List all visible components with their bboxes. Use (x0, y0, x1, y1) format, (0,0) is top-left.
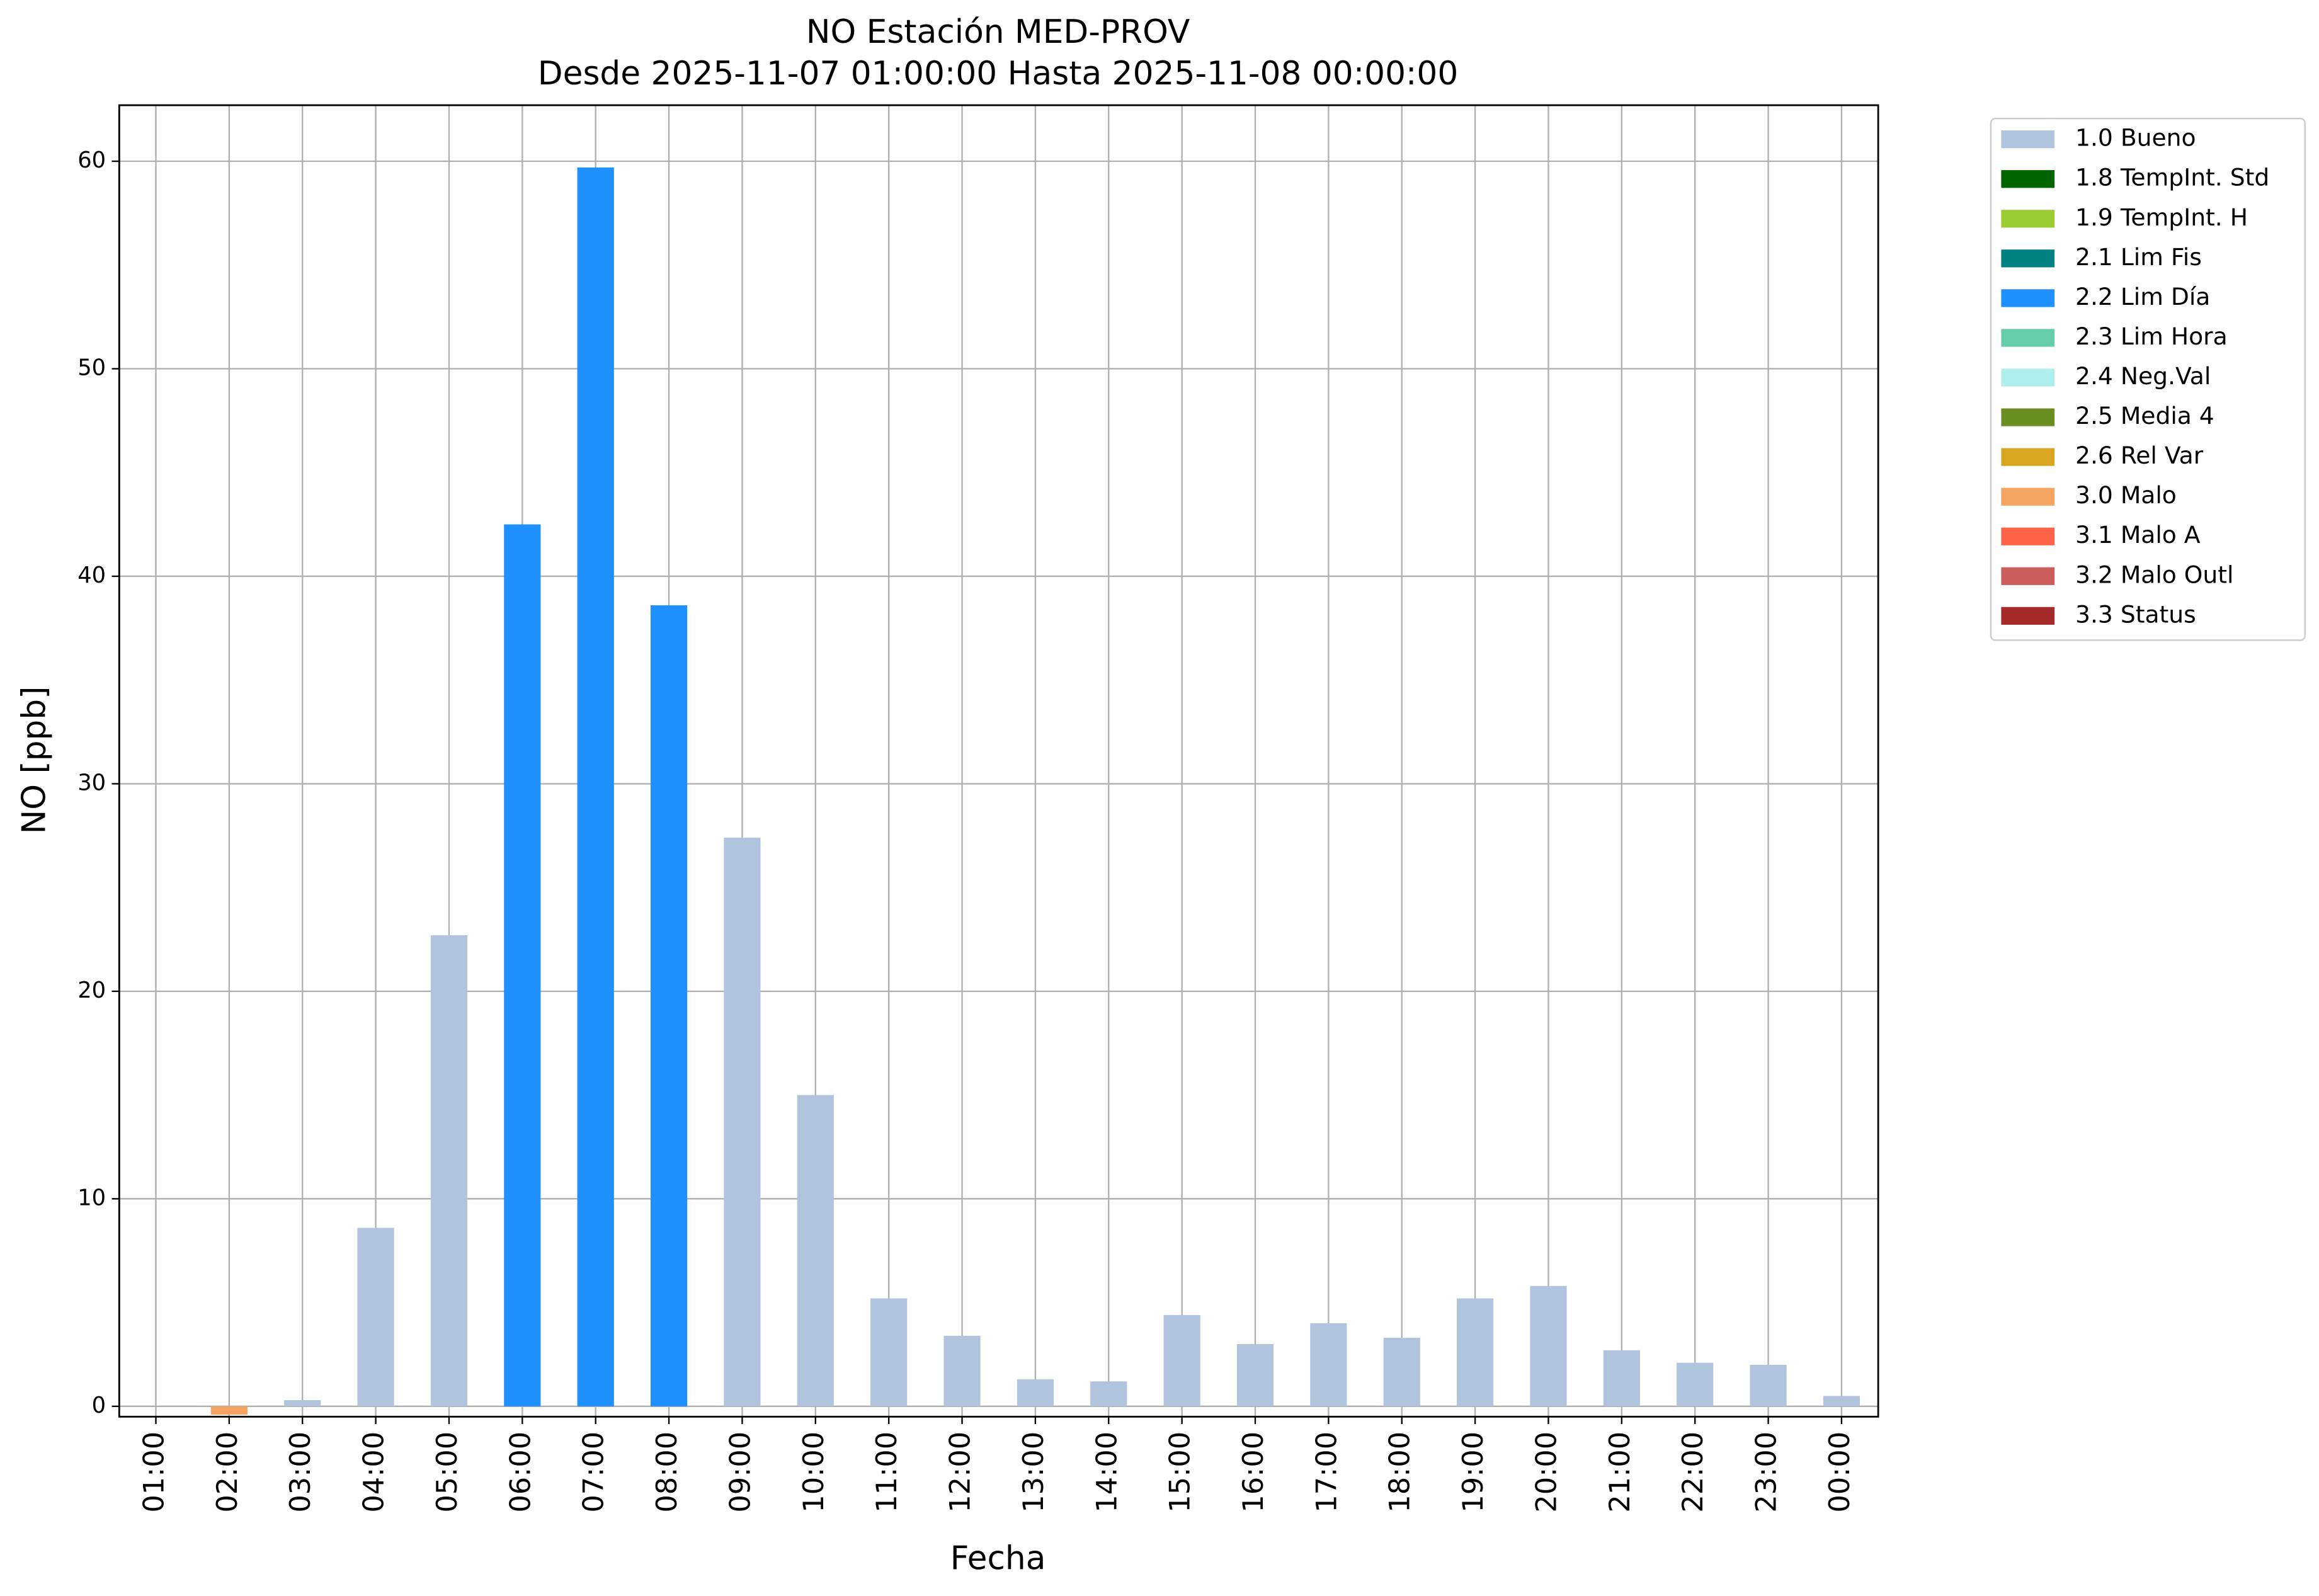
bar (1163, 1314, 1200, 1406)
legend-label: 1.8 TempInt. Std (2075, 164, 2269, 191)
bar (1017, 1379, 1054, 1406)
x-tick-label: 13:00 (1017, 1432, 1050, 1513)
legend-label: 3.3 Status (2075, 600, 2196, 628)
x-tick-label: 14:00 (1090, 1432, 1123, 1513)
bar (870, 1298, 908, 1406)
bar (1310, 1323, 1347, 1406)
x-tick-label: 00:00 (1823, 1432, 1856, 1513)
chart-title: NO Estación MED-PROV (806, 13, 1190, 51)
bar (1383, 1338, 1420, 1406)
bar (724, 838, 761, 1406)
bar (577, 167, 614, 1406)
bar (284, 1399, 321, 1406)
legend-label: 2.1 Lim Fis (2075, 243, 2202, 271)
x-tick-label: 22:00 (1677, 1432, 1709, 1513)
legend-swatch (2001, 249, 2055, 268)
bar (650, 605, 688, 1406)
legend-swatch (2001, 448, 2055, 466)
chart-subtitle: Desde 2025-11-07 01:00:00 Hasta 2025-11-… (538, 55, 1459, 93)
y-tick-label: 30 (77, 770, 106, 795)
legend-label: 3.2 Malo Outl (2075, 561, 2233, 588)
legend-swatch (2001, 170, 2055, 188)
bar (1603, 1350, 1640, 1406)
y-tick-label: 40 (77, 562, 106, 588)
bar (210, 1406, 248, 1415)
y-tick-label: 0 (92, 1393, 106, 1418)
bar (1530, 1285, 1567, 1406)
legend-label: 1.9 TempInt. H (2075, 203, 2248, 231)
legend-swatch (2001, 487, 2055, 506)
x-tick-label: 09:00 (724, 1432, 756, 1513)
y-tick-label: 50 (77, 355, 106, 380)
x-tick-label: 03:00 (284, 1432, 317, 1513)
legend-label: 2.6 Rel Var (2075, 442, 2204, 469)
legend-label: 1.0 Bueno (2075, 124, 2196, 152)
y-axis-label: NO [ppb] (16, 687, 54, 835)
x-tick-label: 21:00 (1604, 1432, 1636, 1513)
bar (1750, 1364, 1787, 1406)
legend-swatch (2001, 527, 2055, 545)
x-tick-label: 23:00 (1750, 1432, 1783, 1513)
y-tick-label: 20 (77, 978, 106, 1003)
x-tick-label: 15:00 (1164, 1432, 1197, 1513)
x-tick-label: 10:00 (797, 1432, 830, 1513)
x-tick-label: 06:00 (504, 1432, 537, 1513)
x-tick-label: 19:00 (1457, 1432, 1490, 1513)
bar (1823, 1396, 1860, 1406)
legend-swatch (2001, 408, 2055, 426)
legend-label: 2.3 Lim Hora (2075, 322, 2228, 350)
plot-area (119, 105, 1879, 1417)
x-tick-label: 18:00 (1384, 1432, 1416, 1513)
legend-swatch (2001, 329, 2055, 347)
legend-label: 3.0 Malo (2075, 481, 2177, 509)
x-axis-label: Fecha (950, 1540, 1046, 1578)
legend-label: 2.5 Media 4 (2075, 402, 2214, 430)
x-tick-label: 01:00 (137, 1432, 170, 1513)
x-tick-label: 02:00 (211, 1432, 244, 1513)
x-tick-label: 17:00 (1310, 1432, 1343, 1513)
bar (504, 524, 541, 1406)
x-tick-label: 05:00 (431, 1432, 464, 1513)
x-tick-label: 11:00 (870, 1432, 903, 1513)
y-tick-label: 60 (77, 147, 106, 173)
bar (797, 1095, 834, 1406)
bar (1236, 1343, 1274, 1406)
legend-swatch (2001, 130, 2055, 149)
bar (1457, 1298, 1494, 1406)
bar (1677, 1362, 1714, 1406)
bar (357, 1228, 394, 1406)
legend-label: 3.1 Malo A (2075, 521, 2201, 549)
x-tick-label: 16:00 (1237, 1432, 1270, 1513)
legend-swatch (2001, 368, 2055, 387)
legend-label: 2.2 Lim Día (2075, 283, 2210, 311)
legend-swatch (2001, 210, 2055, 228)
bar (1090, 1381, 1127, 1406)
legend-swatch (2001, 289, 2055, 307)
legend (1990, 118, 2306, 641)
x-tick-label: 07:00 (578, 1432, 610, 1513)
x-tick-label: 04:00 (358, 1432, 390, 1513)
bar (430, 935, 468, 1406)
bar (943, 1335, 981, 1406)
legend-swatch (2001, 567, 2055, 585)
legend-swatch (2001, 607, 2055, 625)
legend-label: 2.4 Neg.Val (2075, 362, 2211, 390)
x-tick-label: 12:00 (944, 1432, 977, 1513)
plot-frame (118, 104, 1879, 1418)
y-tick-label: 10 (77, 1185, 106, 1211)
x-tick-label: 20:00 (1530, 1432, 1563, 1513)
x-tick-label: 08:00 (651, 1432, 683, 1513)
